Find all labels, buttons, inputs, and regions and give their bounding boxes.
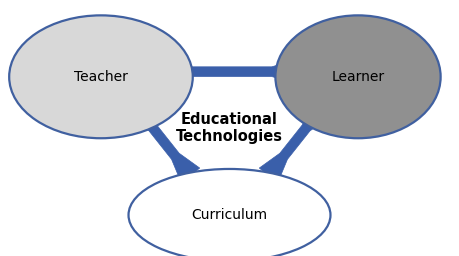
Polygon shape	[163, 60, 296, 83]
Ellipse shape	[9, 15, 193, 138]
Text: Teacher: Teacher	[74, 70, 128, 84]
Polygon shape	[259, 101, 330, 183]
Text: Learner: Learner	[331, 70, 385, 84]
Ellipse shape	[275, 15, 441, 138]
Text: Educational
Technologies: Educational Technologies	[176, 112, 283, 144]
Ellipse shape	[129, 169, 330, 256]
Polygon shape	[129, 101, 200, 183]
Text: Curriculum: Curriculum	[191, 208, 268, 222]
